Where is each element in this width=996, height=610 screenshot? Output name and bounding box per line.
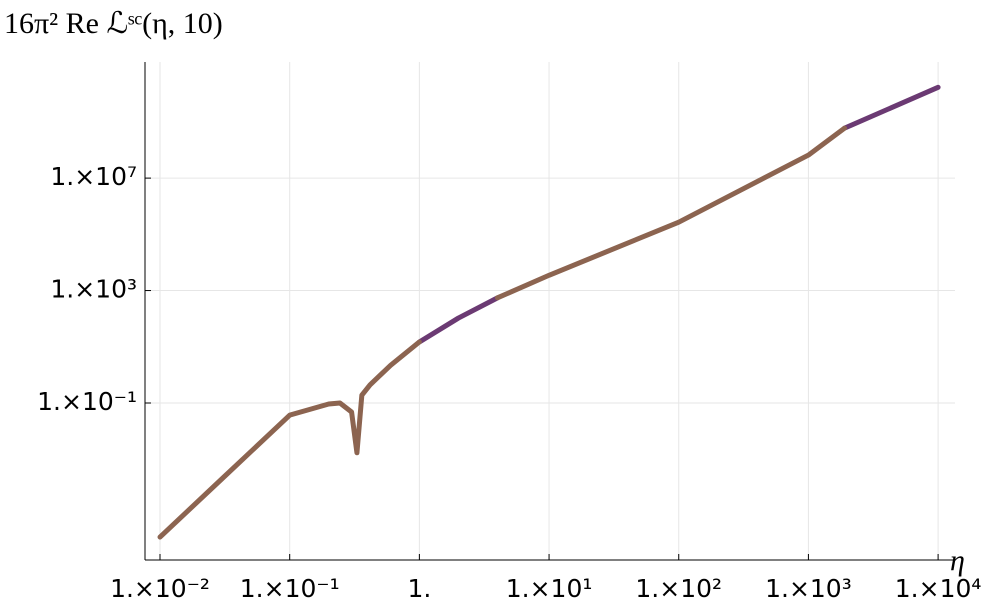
chart-title: 16π² Re ℒˢᶜ(η, 10) [4, 7, 223, 40]
x-tick-label: 1.×10³ [765, 574, 852, 603]
x-tick-label: 1. [407, 574, 431, 603]
y-tick-label: 1.×10⁷ [50, 162, 137, 191]
data-line [157, 125, 848, 540]
y-tick-label: 1.×10⁻¹ [37, 387, 137, 416]
data-line [416, 84, 941, 345]
x-tick-label: 1.×10⁻¹ [240, 574, 340, 603]
x-tick-label: 1.×10⁴ [895, 574, 982, 603]
x-tick-label: 1.×10² [635, 574, 722, 603]
x-tick-label: 1.×10⁻² [110, 574, 210, 603]
y-tick-label: 1.×10³ [50, 275, 137, 304]
x-tick-label: 1.×10¹ [506, 574, 593, 603]
x-axis-label: η [950, 544, 965, 577]
